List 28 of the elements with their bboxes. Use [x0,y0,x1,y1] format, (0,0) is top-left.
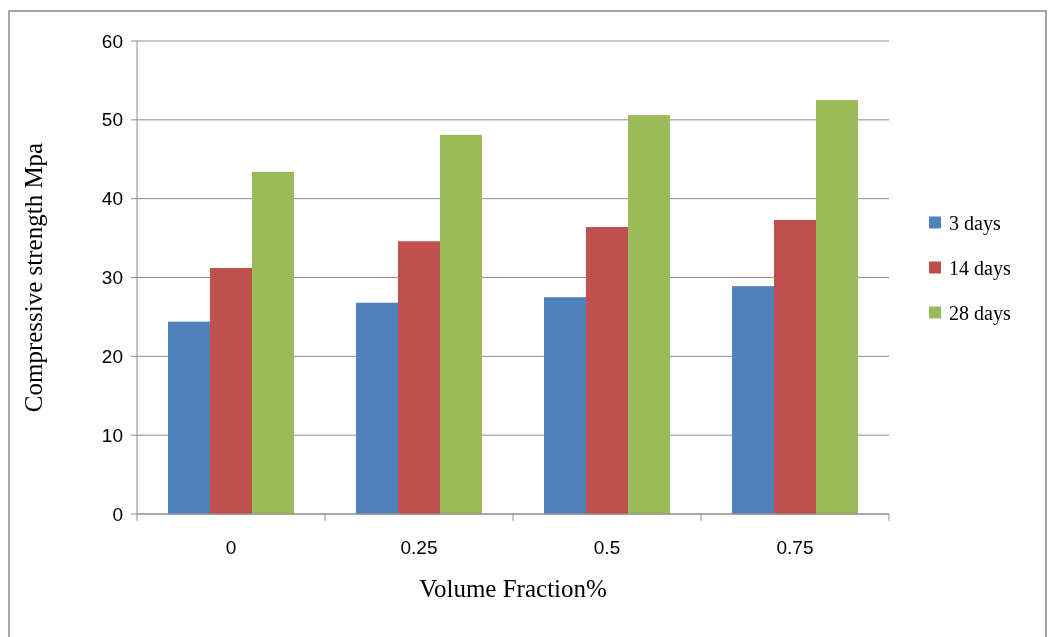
y-tick-label: 40 [101,188,123,210]
bar [251,171,294,514]
y-tick-label: 20 [101,345,123,367]
legend-label: 14 days [949,256,1011,280]
bar [439,134,482,514]
y-axis-title: Compressive strength Mpa [20,142,47,413]
bar [815,100,858,514]
bar [627,115,670,514]
x-tick-label: 0 [225,537,237,558]
y-tick-label: 30 [101,267,123,289]
bar [774,219,816,514]
legend-label: 3 days [949,211,1001,235]
bar [398,241,440,514]
x-tick-label: 0.25 [400,537,438,558]
y-tick-label: 60 [101,30,123,52]
y-tick-label: 0 [112,503,123,525]
x-tick-label: 0.75 [776,537,814,558]
y-tick-label: 50 [101,109,123,131]
bar [210,268,252,514]
bar [356,302,399,514]
bar [586,227,628,514]
x-axis-title: Volume Fraction% [419,575,607,602]
y-tick-label: 10 [101,424,123,446]
bar [732,286,775,514]
bar [168,321,211,514]
bar [544,297,587,514]
x-tick-label: 0.5 [593,537,621,558]
legend-label: 28 days [949,301,1011,325]
